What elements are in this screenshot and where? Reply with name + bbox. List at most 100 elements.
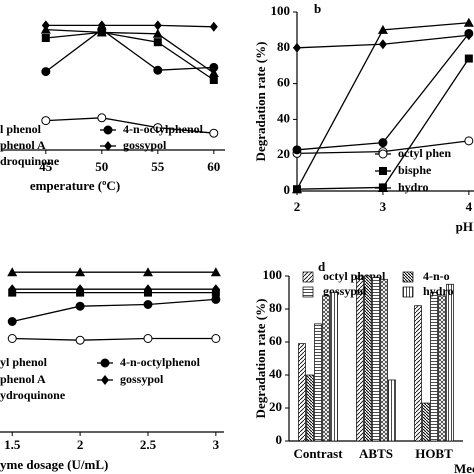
y-tick-label: 80 xyxy=(269,300,282,315)
x-tick-label: 50 xyxy=(95,159,108,174)
marker xyxy=(153,38,162,47)
x-tick-label: HOBT xyxy=(415,446,453,461)
x-tick-label: 3 xyxy=(213,437,220,452)
marker xyxy=(153,65,163,75)
legend-label: droquinone xyxy=(0,154,60,168)
marker xyxy=(75,335,85,345)
y-tick-label: 40 xyxy=(277,110,290,125)
bar xyxy=(364,275,372,442)
marker xyxy=(103,125,113,135)
x-tick-label: 3 xyxy=(380,199,387,214)
panel-label: d xyxy=(318,259,326,274)
bar xyxy=(446,283,454,442)
legend-label: bisphe xyxy=(398,163,432,177)
marker xyxy=(143,300,153,309)
y-tick-label: 0 xyxy=(276,432,283,447)
bar xyxy=(322,295,330,442)
series-line xyxy=(45,28,214,73)
marker xyxy=(209,76,218,84)
x-tick-label: 2 xyxy=(294,199,301,214)
marker xyxy=(378,149,388,159)
legend-label: ydroquinone xyxy=(0,388,66,402)
legend-label: 4-n-octylphenol xyxy=(120,355,201,369)
x-axis-label: emperature (ºC) xyxy=(30,178,120,193)
bar xyxy=(414,305,422,442)
marker xyxy=(41,116,51,126)
y-axis-label: Degradation rate (%) xyxy=(253,42,268,162)
marker xyxy=(104,141,112,151)
series-line xyxy=(12,337,216,341)
y-tick-label: 80 xyxy=(277,39,290,54)
legend-label: gossypol xyxy=(120,372,164,386)
legend-key xyxy=(402,271,414,283)
marker xyxy=(211,294,221,304)
marker xyxy=(152,28,163,38)
marker xyxy=(208,68,219,77)
bar xyxy=(388,379,396,442)
y-tick-label: 100 xyxy=(263,267,283,282)
marker xyxy=(378,39,387,50)
marker xyxy=(143,284,152,295)
x-tick-label: 2.5 xyxy=(140,437,157,452)
x-tick-label: ABTS xyxy=(359,446,393,461)
x-tick-label: 1.5 xyxy=(4,437,21,452)
marker xyxy=(209,62,219,72)
marker xyxy=(7,267,18,277)
legend-key xyxy=(302,286,314,298)
x-axis-label: Mec xyxy=(454,461,474,474)
marker xyxy=(76,284,85,295)
legend-label: phenol A xyxy=(0,372,46,386)
marker xyxy=(293,42,301,53)
legend-label: l phenol xyxy=(0,122,42,136)
marker xyxy=(97,113,107,123)
x-tick-label: 55 xyxy=(151,159,165,174)
marker xyxy=(41,20,50,31)
marker xyxy=(7,317,17,326)
marker xyxy=(464,136,474,146)
bar xyxy=(372,277,380,442)
marker xyxy=(292,184,302,194)
series-line xyxy=(45,24,214,28)
marker xyxy=(41,67,51,77)
legend-label: hydro xyxy=(423,284,453,298)
marker xyxy=(209,21,218,32)
legend-label: 4-n-o xyxy=(423,269,450,283)
series-line xyxy=(12,298,216,323)
series-line xyxy=(296,33,470,151)
x-tick-label: 2 xyxy=(77,437,84,452)
x-tick-label: 45 xyxy=(39,159,53,174)
bar xyxy=(298,343,306,442)
series-line xyxy=(45,28,215,74)
marker xyxy=(41,34,50,42)
legend-label: 4-n-octylphenol xyxy=(123,122,204,136)
marker xyxy=(153,20,162,31)
marker xyxy=(464,54,473,63)
bar xyxy=(330,292,338,442)
marker xyxy=(378,183,388,192)
marker xyxy=(142,267,153,277)
x-axis-label: pH xyxy=(456,219,473,234)
y-tick-label: 40 xyxy=(269,366,282,381)
marker xyxy=(292,145,302,155)
marker xyxy=(463,17,474,27)
marker xyxy=(209,128,219,138)
y-tick-label: 60 xyxy=(269,333,282,348)
legend-key xyxy=(402,286,414,298)
y-tick-label: 100 xyxy=(271,3,291,18)
marker xyxy=(464,30,473,41)
marker xyxy=(97,20,106,31)
legend-label: octyl phen xyxy=(398,146,451,160)
bar xyxy=(422,402,430,442)
legend-label: phenol A xyxy=(0,138,46,152)
bar xyxy=(438,295,446,442)
y-tick-label: 0 xyxy=(284,182,291,197)
marker xyxy=(153,123,163,133)
bar xyxy=(430,292,438,442)
marker xyxy=(75,267,86,277)
marker xyxy=(101,375,109,385)
marker xyxy=(100,358,110,368)
panel-label: b xyxy=(314,1,321,16)
legend-label: hydro xyxy=(398,180,428,194)
